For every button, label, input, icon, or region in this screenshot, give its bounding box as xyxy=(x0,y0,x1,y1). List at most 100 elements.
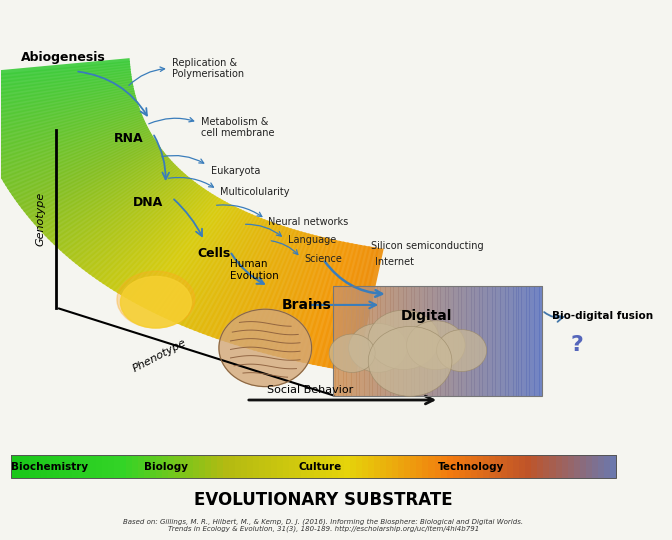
Bar xyxy=(544,455,550,478)
Text: Eukaryota: Eukaryota xyxy=(210,166,260,176)
Polygon shape xyxy=(206,220,272,338)
Bar xyxy=(326,455,333,478)
Polygon shape xyxy=(128,195,218,302)
Text: Human
Evolution: Human Evolution xyxy=(230,259,279,281)
Bar xyxy=(503,286,506,396)
Bar xyxy=(538,455,544,478)
Bar xyxy=(441,455,448,478)
Polygon shape xyxy=(338,246,375,371)
Bar xyxy=(461,286,464,396)
Bar xyxy=(508,286,511,396)
Polygon shape xyxy=(50,159,173,245)
Circle shape xyxy=(437,329,487,372)
Polygon shape xyxy=(56,163,176,251)
Polygon shape xyxy=(34,149,164,228)
Bar xyxy=(519,455,526,478)
Polygon shape xyxy=(81,176,190,272)
Polygon shape xyxy=(91,180,196,280)
Polygon shape xyxy=(257,232,310,353)
Polygon shape xyxy=(253,231,306,352)
Text: Technology: Technology xyxy=(438,462,505,471)
Polygon shape xyxy=(0,78,132,111)
Text: Digital: Digital xyxy=(401,309,452,323)
Polygon shape xyxy=(62,166,179,256)
Bar xyxy=(526,455,532,478)
Polygon shape xyxy=(0,120,146,179)
Bar xyxy=(83,455,90,478)
Polygon shape xyxy=(0,117,144,172)
Polygon shape xyxy=(59,165,177,254)
Bar xyxy=(53,455,60,478)
Polygon shape xyxy=(69,170,183,262)
Polygon shape xyxy=(132,197,221,305)
Bar xyxy=(199,455,205,478)
Polygon shape xyxy=(0,106,140,155)
Bar xyxy=(446,286,448,396)
Bar xyxy=(350,455,357,478)
Text: ?: ? xyxy=(571,335,584,355)
Bar xyxy=(489,455,496,478)
Polygon shape xyxy=(0,83,134,118)
Bar xyxy=(429,286,433,396)
Polygon shape xyxy=(28,145,161,221)
Bar xyxy=(405,455,411,478)
Polygon shape xyxy=(0,61,130,83)
Bar xyxy=(580,455,587,478)
Polygon shape xyxy=(11,132,153,199)
Bar xyxy=(235,455,242,478)
Bar xyxy=(351,286,354,396)
Polygon shape xyxy=(102,185,202,287)
Text: EVOLUTIONARY SUBSTRATE: EVOLUTIONARY SUBSTRATE xyxy=(194,491,452,509)
Polygon shape xyxy=(163,208,242,320)
Bar xyxy=(11,455,616,478)
Bar xyxy=(586,455,593,478)
Polygon shape xyxy=(224,225,285,343)
Bar xyxy=(138,455,144,478)
Polygon shape xyxy=(189,215,259,331)
Bar xyxy=(284,455,290,478)
Bar xyxy=(423,455,429,478)
Bar xyxy=(368,455,375,478)
Bar xyxy=(385,286,388,396)
Bar xyxy=(59,455,66,478)
Bar xyxy=(474,286,477,396)
Bar xyxy=(562,455,569,478)
Bar xyxy=(610,455,617,478)
Bar xyxy=(398,286,401,396)
Polygon shape xyxy=(0,119,145,176)
Polygon shape xyxy=(13,134,153,202)
Bar xyxy=(382,286,386,396)
Bar xyxy=(521,286,524,396)
Polygon shape xyxy=(215,222,278,341)
Polygon shape xyxy=(0,64,130,87)
Polygon shape xyxy=(0,95,136,137)
Bar xyxy=(537,286,540,396)
Bar xyxy=(437,286,441,396)
Polygon shape xyxy=(147,202,231,313)
Bar xyxy=(364,286,368,396)
Bar xyxy=(386,455,393,478)
Bar xyxy=(393,286,396,396)
Text: Culture: Culture xyxy=(298,462,341,471)
Bar xyxy=(511,286,514,396)
Polygon shape xyxy=(39,153,167,234)
Bar xyxy=(375,286,378,396)
Bar xyxy=(151,455,157,478)
Bar xyxy=(453,286,456,396)
Bar xyxy=(302,455,308,478)
Bar xyxy=(429,455,435,478)
Text: RNA: RNA xyxy=(114,132,144,145)
Bar xyxy=(47,455,54,478)
Text: Neural networks: Neural networks xyxy=(269,217,349,227)
Polygon shape xyxy=(0,69,131,95)
Bar xyxy=(11,455,17,478)
Bar xyxy=(427,286,430,396)
Polygon shape xyxy=(5,126,149,190)
Bar xyxy=(493,286,496,396)
Polygon shape xyxy=(0,93,136,133)
Bar xyxy=(485,286,488,396)
Polygon shape xyxy=(143,201,228,310)
Polygon shape xyxy=(117,191,211,296)
Polygon shape xyxy=(21,140,157,212)
Bar xyxy=(108,455,114,478)
